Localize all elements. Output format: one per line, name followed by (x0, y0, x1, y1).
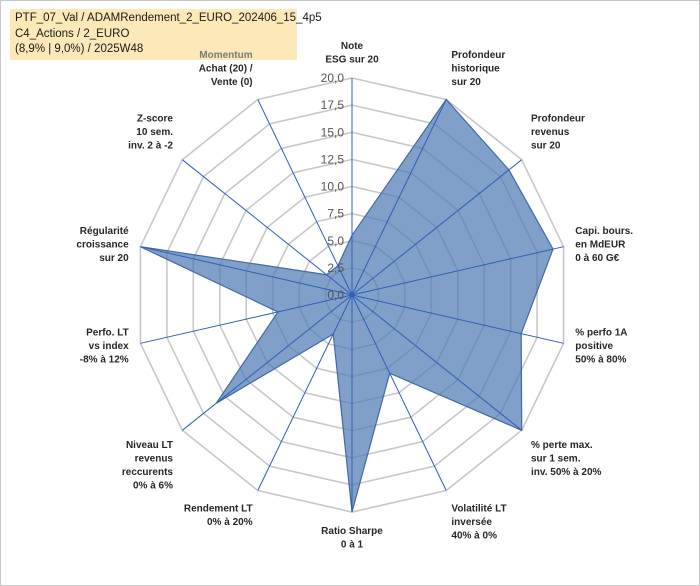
axis-label-14-line-2: Achat (20) / (199, 64, 253, 75)
axis-label-7-line-3: 40% à 0% (451, 530, 497, 541)
axis-label-2-line-1: Profondeur (451, 50, 505, 61)
axis-line-10 (181, 294, 353, 431)
axis-label-11-line-3: -8% à 12% (80, 355, 129, 366)
axis-label-9: Rendement LT 0% à 20% (184, 503, 253, 528)
radar-axes (140, 78, 564, 512)
axis-label-13-line-1: Z-score (137, 114, 174, 125)
header-line-2: C4_Actions / 2_EURO (15, 27, 130, 40)
axis-label-10-line-1: Niveau LT (126, 440, 173, 451)
axis-label-1-line-1: Note (341, 41, 364, 52)
axis-label-13-line-3: inv. 2 à -2 (128, 141, 173, 152)
axis-line-13 (181, 159, 353, 296)
axis-label-9-line-2: 0% à 20% (207, 517, 253, 528)
axis-label-2-line-3: sur 20 (451, 77, 481, 88)
axis-label-4-line-2: en MdEUR (575, 239, 626, 250)
axis-label-8: Ratio Sharpe 0 à 1 (321, 526, 383, 551)
axis-label-10-line-3: reccurents (122, 467, 174, 478)
axis-line-5 (351, 294, 564, 344)
axis-label-11: Perfo. LT vs index -8% à 12% (80, 328, 129, 366)
axis-label-12-line-2: croissance (76, 239, 129, 250)
axis-label-11-line-1: Perfo. LT (86, 328, 129, 339)
axis-label-1-line-2: ESG sur 20 (325, 55, 379, 66)
tick-label-2: 5,0 (327, 234, 344, 248)
axis-label-13-line-2: 10 sem. (136, 127, 173, 138)
axis-label-5-line-1: % perfo 1A (575, 328, 627, 339)
tick-label-7: 17,5 (321, 98, 345, 112)
tick-label-3: 7,5 (327, 207, 344, 221)
axis-label-13: Z-score 10 sem. inv. 2 à -2 (128, 114, 173, 152)
radar-tick-labels: 0,0 2,5 5,0 7,5 10,0 12,5 15,0 17,5 20,0 (321, 71, 345, 302)
axis-label-9-line-1: Rendement LT (184, 503, 253, 514)
axis-label-4-line-3: 0 à 60 G€ (575, 253, 619, 264)
tick-label-1: 2,5 (327, 261, 344, 275)
axis-label-3-line-1: Profondeur (531, 114, 585, 125)
tick-label-6: 15,0 (321, 125, 345, 139)
tick-label-5: 12,5 (321, 152, 345, 166)
axis-label-2-line-2: historique (451, 64, 500, 75)
axis-label-11-line-2: vs index (89, 341, 129, 352)
axis-label-12-line-1: Régularité (80, 226, 129, 237)
axis-label-10-line-4: 0% à 6% (133, 480, 173, 491)
axis-label-14: Momentum Achat (20) / Vente (0) (199, 50, 253, 88)
axis-label-7-line-2: inversée (451, 517, 492, 528)
axis-label-7-line-1: Volatilité LT (451, 503, 506, 514)
tick-label-8: 20,0 (321, 71, 345, 85)
axis-label-7: Volatilité LT inversée 40% à 0% (451, 503, 506, 541)
axis-label-10-line-2: revenus (135, 453, 174, 464)
axis-line-14 (257, 99, 353, 296)
axis-line-2 (351, 99, 447, 296)
axis-label-5: % perfo 1A positive 50% à 80% (575, 328, 627, 366)
radar-axis-labels: Note ESG sur 20 Profondeur historique sur 20… (76, 41, 633, 551)
axis-line-3 (351, 159, 523, 296)
header-line-3: (8,9% | 9,0%) / 2025W48 (15, 43, 144, 55)
axis-label-6-line-2: sur 1 sem. (531, 453, 581, 464)
axis-label-10: Niveau LT revenus reccurents 0% à 6% (122, 440, 174, 492)
axis-line-7 (351, 294, 447, 491)
axis-label-6-line-3: inv. 50% à 20% (531, 467, 602, 478)
axis-label-4: Capi. bours. en MdEUR 0 à 60 G€ (575, 226, 633, 264)
chart-header-box: PTF_07_Val / ADAMRendement_2_EURO_202406… (10, 9, 322, 60)
axis-label-2: Profondeur historique sur 20 (451, 50, 505, 88)
axis-line-4 (351, 246, 564, 296)
axis-label-12-line-3: sur 20 (99, 253, 129, 264)
axis-label-14-line-3: Vente (0) (211, 77, 253, 88)
axis-label-1: Note ESG sur 20 (325, 41, 379, 66)
header-line-1: PTF_07_Val / ADAMRendement_2_EURO_202406… (15, 12, 322, 24)
axis-label-3: Profondeur revenus sur 20 (531, 114, 585, 152)
axis-label-5-line-3: 50% à 80% (575, 355, 626, 366)
axis-label-14-line-1: Momentum (199, 50, 252, 61)
axis-label-12: Régularité croissance sur 20 (76, 226, 129, 264)
axis-label-3-line-2: revenus (531, 127, 570, 138)
axis-label-8-line-2: 0 à 1 (341, 540, 364, 551)
tick-label-4: 10,0 (321, 180, 345, 194)
axis-line-12 (140, 246, 353, 296)
axis-label-6-line-1: % perte max. (531, 440, 593, 451)
tick-label-0: 0,0 (327, 288, 344, 302)
axis-label-8-line-1: Ratio Sharpe (321, 526, 383, 537)
axis-label-4-line-1: Capi. bours. (575, 226, 633, 237)
axis-label-6: % perte max. sur 1 sem. inv. 50% à 20% (531, 440, 602, 478)
axis-label-5-line-2: positive (575, 341, 613, 352)
axis-label-3-line-3: sur 20 (531, 141, 561, 152)
axis-line-11 (140, 294, 353, 344)
axis-line-6 (351, 294, 523, 431)
axis-line-9 (257, 294, 353, 491)
